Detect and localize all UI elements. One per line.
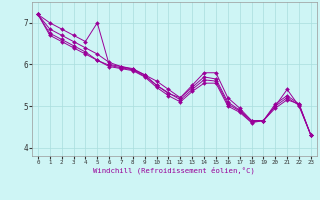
X-axis label: Windchill (Refroidissement éolien,°C): Windchill (Refroidissement éolien,°C): [93, 167, 255, 174]
